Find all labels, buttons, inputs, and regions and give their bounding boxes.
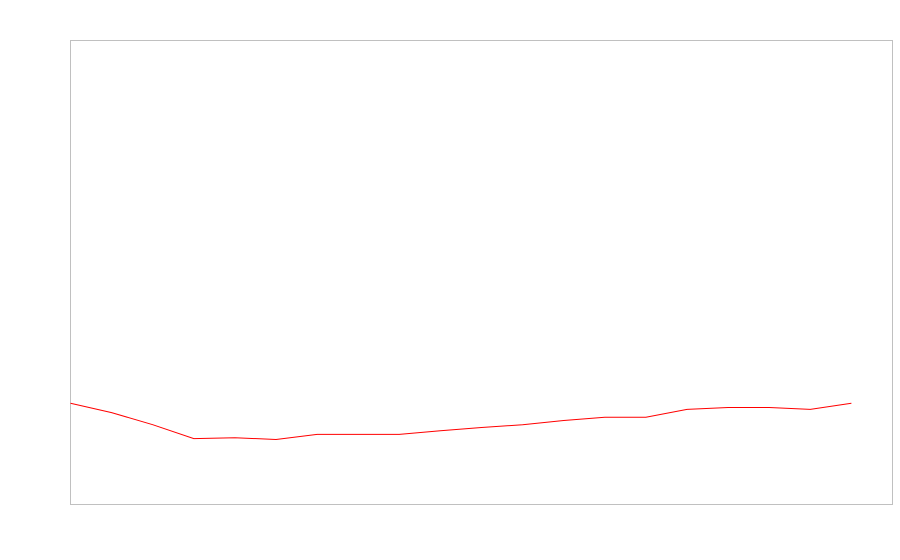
plot-frame [70,40,893,505]
series-layer [70,402,852,441]
series-line-0 [70,402,852,441]
